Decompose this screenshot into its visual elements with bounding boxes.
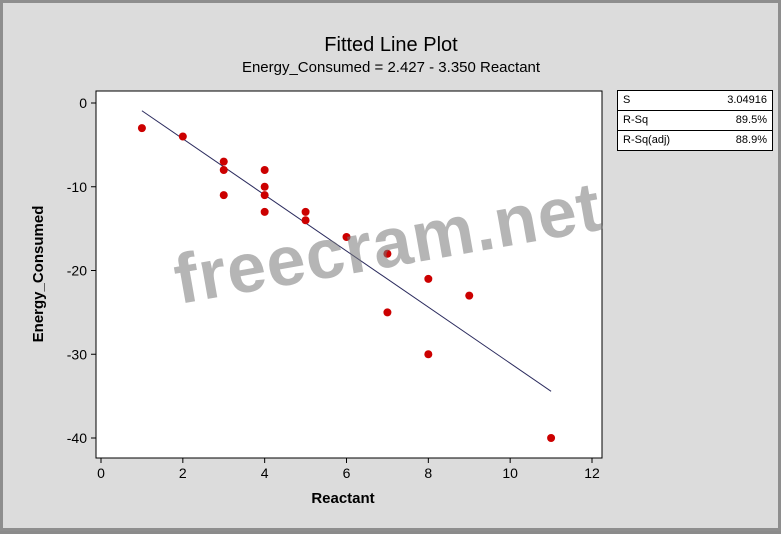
- x-tick-label: 12: [584, 465, 600, 481]
- stat-label: R-Sq: [623, 114, 649, 126]
- stat-row-s: S 3.04916: [618, 91, 772, 110]
- y-axis-label: Energy_Consumed: [30, 206, 47, 343]
- y-tick-label: -20: [67, 263, 87, 279]
- data-point: [219, 166, 228, 174]
- data-point: [342, 233, 351, 241]
- data-point: [137, 124, 146, 133]
- fitted-regression-line: [141, 110, 552, 392]
- x-axis-label: Reactant: [311, 490, 374, 507]
- stat-row-r-sq: R-Sq 89.5%: [618, 110, 772, 130]
- data-point: [547, 434, 556, 442]
- x-axis: 0 2 4 6 8 10 12: [97, 458, 600, 481]
- data-point: [301, 216, 310, 225]
- plot-area: [95, 90, 603, 459]
- y-axis: 0 -10 -20 -30 -40: [67, 95, 96, 446]
- data-point: [260, 207, 269, 216]
- x-tick-label: 6: [343, 465, 351, 481]
- y-tick-label: -10: [67, 179, 87, 195]
- stat-row-r-sq-adj: R-Sq(adj) 88.9%: [618, 130, 772, 150]
- x-tick-label: 0: [97, 465, 105, 481]
- stat-value: 89.5%: [735, 114, 767, 126]
- data-point: [383, 249, 392, 258]
- data-point: [178, 132, 187, 141]
- y-tick-label: 0: [79, 95, 87, 111]
- chart-subtitle: Energy_Consumed = 2.427 - 3.350 Reactant: [242, 59, 541, 76]
- x-tick-label: 10: [502, 465, 518, 481]
- data-point: [260, 166, 269, 174]
- data-point: [424, 274, 433, 283]
- data-point: [383, 308, 392, 317]
- stat-value: 3.04916: [727, 94, 767, 106]
- data-point: [219, 191, 228, 200]
- y-tick-label: -40: [67, 430, 87, 446]
- data-point: [260, 191, 269, 200]
- x-tick-label: 4: [261, 465, 269, 481]
- y-tick-label: -30: [67, 346, 87, 362]
- data-point: [465, 291, 474, 300]
- x-tick-label: 2: [179, 465, 187, 481]
- chart-title: Fitted Line Plot: [324, 34, 458, 56]
- stat-label: R-Sq(adj): [623, 134, 671, 146]
- stat-label: S: [623, 94, 631, 106]
- data-point: [424, 350, 433, 359]
- data-point: [260, 182, 269, 191]
- fitted-line-plot: Fitted Line Plot Energy_Consumed = 2.427…: [30, 34, 603, 507]
- data-point: [301, 207, 310, 216]
- x-tick-label: 8: [424, 465, 432, 481]
- data-points: [137, 124, 556, 442]
- stat-value: 88.9%: [735, 134, 767, 146]
- regression-stats-box: S 3.04916 R-Sq 89.5% R-Sq(adj) 88.9%: [617, 90, 773, 151]
- data-point: [219, 157, 228, 166]
